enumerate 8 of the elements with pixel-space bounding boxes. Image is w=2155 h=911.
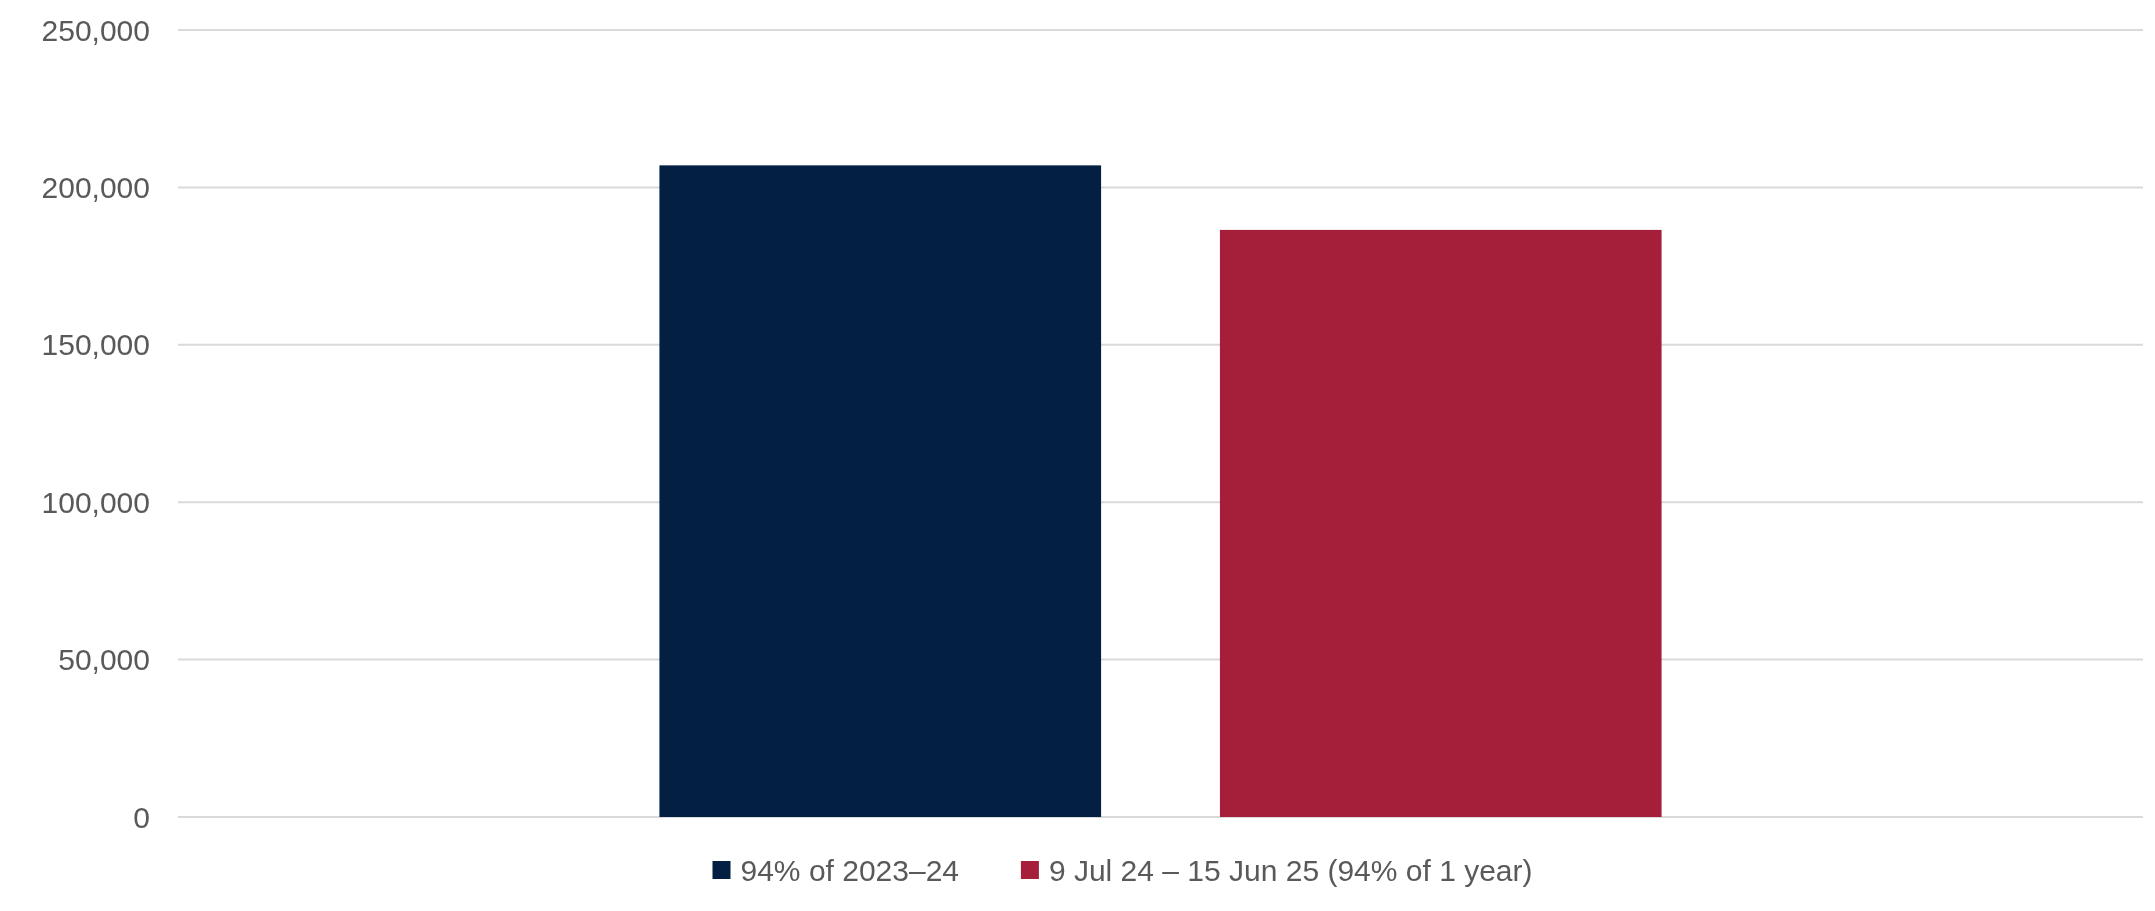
y-tick-label: 50,000 bbox=[58, 643, 150, 677]
y-tick-label: 250,000 bbox=[41, 13, 150, 47]
y-tick-label: 200,000 bbox=[41, 170, 150, 204]
legend-label: 94% of 2023–24 bbox=[740, 854, 960, 887]
y-tick-label: 0 bbox=[133, 800, 150, 834]
legend-label: 9 Jul 24 – 15 Jun 25 (94% of 1 year) bbox=[1048, 854, 1533, 887]
y-tick-label: 150,000 bbox=[41, 328, 150, 362]
y-tick-label: 100,000 bbox=[41, 485, 150, 519]
